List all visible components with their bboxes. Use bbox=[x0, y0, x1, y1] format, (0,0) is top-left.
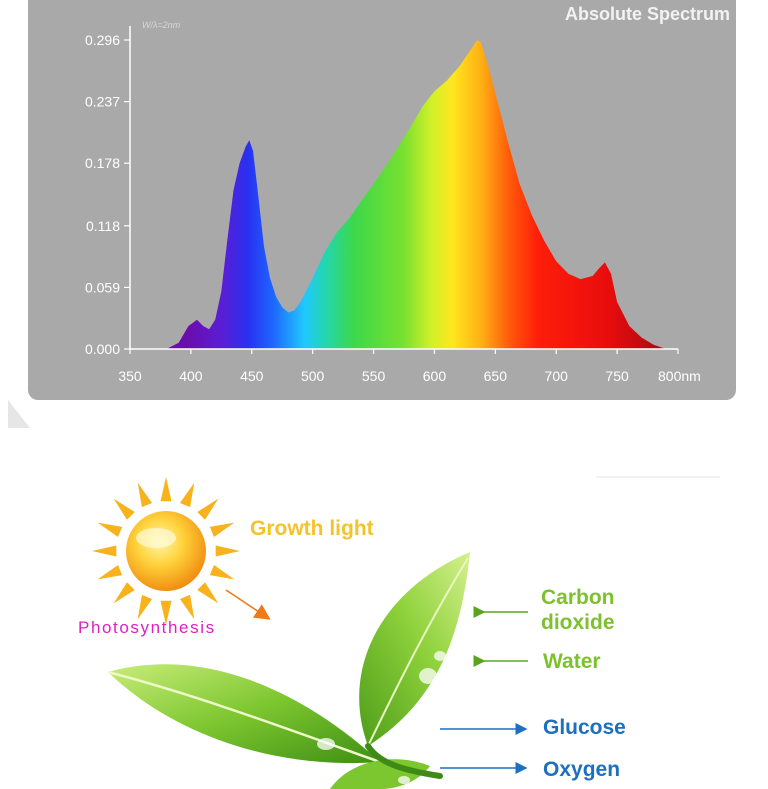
y-axis-ticks: 0.000 0.059 0.118 0.178 0.237 0.296 bbox=[85, 32, 130, 357]
x-tick-label: 650 bbox=[484, 368, 508, 384]
y-tick-label: 0.296 bbox=[85, 32, 120, 48]
sun-ray bbox=[113, 582, 135, 604]
x-tick-label: 400 bbox=[179, 368, 203, 384]
sun-ray bbox=[197, 582, 219, 604]
sun-ray bbox=[160, 477, 172, 502]
bin-width-note: W/λ=2nm bbox=[142, 20, 181, 30]
y-tick-label: 0.118 bbox=[86, 218, 120, 234]
carbon-dioxide-label-line1: Carbon bbox=[541, 586, 615, 609]
photosynthesis-arrow bbox=[225, 589, 271, 620]
x-tick-label: 750 bbox=[605, 368, 629, 384]
sun-ray bbox=[197, 498, 219, 520]
photosynthesis-diagram: Growth light Photosynthesis Carbon dioxi… bbox=[0, 470, 768, 789]
faint-divider bbox=[596, 476, 720, 478]
x-tick-label: 800nm bbox=[658, 368, 701, 384]
x-tick-label: 450 bbox=[240, 368, 264, 384]
photosynthesis-label: Photosynthesis bbox=[78, 618, 216, 637]
sun-ray bbox=[209, 522, 235, 538]
spectrum-chart: 0.000 0.059 0.118 0.178 0.237 0.296 350 400 450… bbox=[85, 4, 730, 384]
panel-shadow bbox=[8, 400, 30, 428]
x-tick-label: 350 bbox=[118, 368, 142, 384]
sun-ray bbox=[137, 594, 153, 620]
sun-ray bbox=[209, 564, 235, 580]
sun-ray bbox=[160, 600, 172, 625]
sun-icon bbox=[92, 477, 240, 625]
leaf-illustration bbox=[107, 552, 470, 789]
glucose-label: Glucose bbox=[543, 716, 626, 739]
y-tick-label: 0.178 bbox=[85, 155, 120, 171]
y-tick-label: 0.059 bbox=[85, 279, 120, 295]
growth-light-label: Growth light bbox=[250, 517, 374, 540]
sun-ray bbox=[137, 482, 153, 508]
carbon-dioxide-label-line2: dioxide bbox=[541, 611, 615, 634]
sun-ray bbox=[97, 522, 123, 538]
y-tick-label: 0.000 bbox=[85, 341, 120, 357]
sun-ray bbox=[97, 564, 123, 580]
x-tick-label: 600 bbox=[423, 368, 447, 384]
sun-ray bbox=[92, 545, 117, 557]
x-axis-ticks: 350 400 450 500 550 600 650 700 750 800nm bbox=[118, 349, 701, 384]
x-tick-label: 550 bbox=[362, 368, 386, 384]
spectrum-area bbox=[166, 40, 666, 349]
sun-ray bbox=[113, 498, 135, 520]
diagram-illustration bbox=[92, 477, 528, 789]
y-tick-label: 0.237 bbox=[85, 94, 120, 110]
sun-ray bbox=[179, 594, 195, 620]
water-label: Water bbox=[543, 650, 601, 673]
chart-title: Absolute Spectrum bbox=[565, 4, 730, 24]
spectrum-chart-panel: 0.000 0.059 0.118 0.178 0.237 0.296 350 400 450… bbox=[28, 0, 736, 400]
x-tick-label: 500 bbox=[301, 368, 325, 384]
oxygen-label: Oxygen bbox=[543, 758, 621, 781]
x-tick-label: 700 bbox=[545, 368, 569, 384]
sun-ray bbox=[179, 482, 195, 508]
sun-ray bbox=[215, 545, 240, 557]
